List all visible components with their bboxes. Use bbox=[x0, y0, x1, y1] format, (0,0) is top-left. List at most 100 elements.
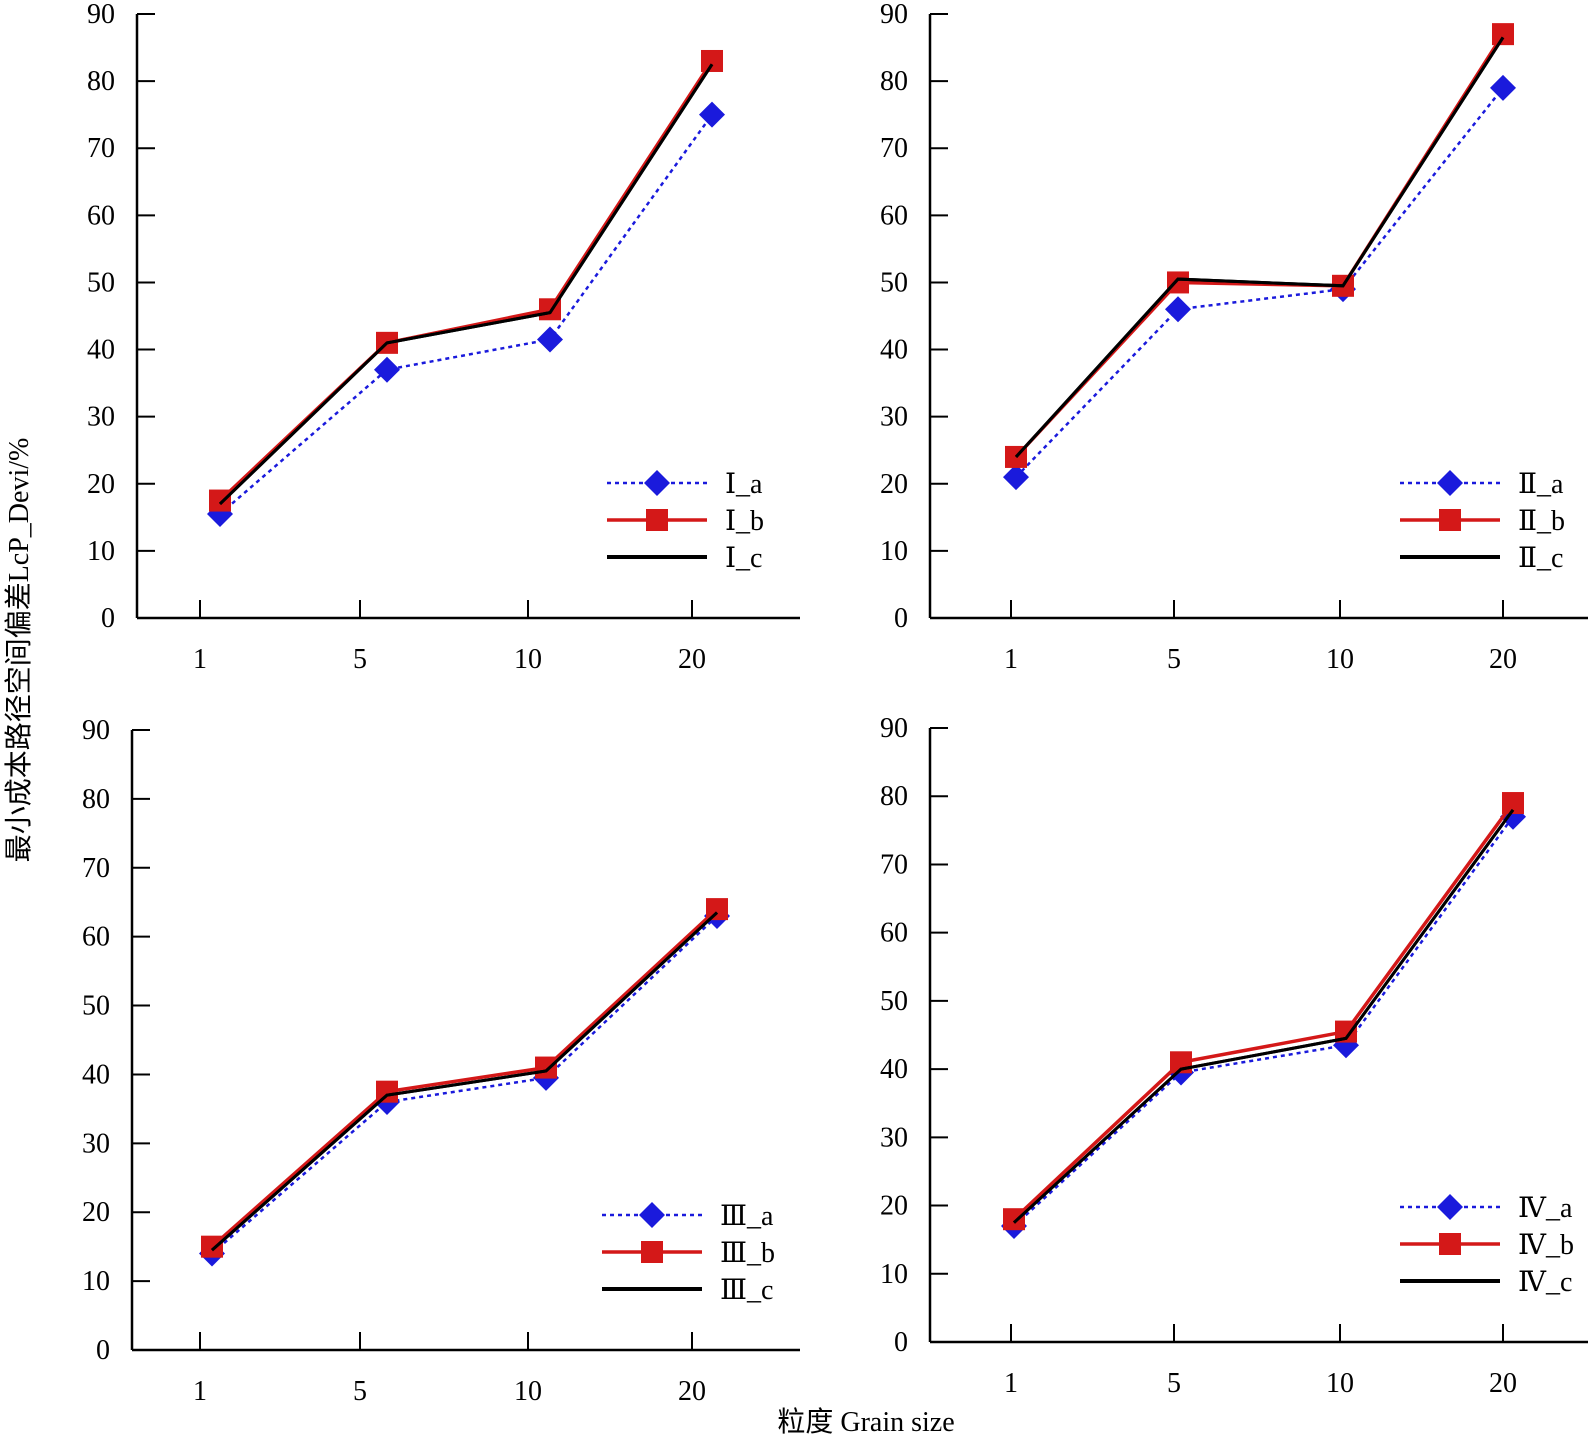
series-line-diamond bbox=[211, 915, 718, 1255]
x-tick-label: 10 bbox=[514, 644, 542, 675]
legend-marker-diamond bbox=[1437, 470, 1463, 496]
y-tick-label: 30 bbox=[82, 1128, 110, 1159]
legend-item: Ⅱ_a bbox=[1400, 469, 1564, 500]
y-tick-label: 70 bbox=[87, 133, 115, 164]
legend-label: Ⅰ_a bbox=[725, 469, 763, 500]
panel-bottom-right: 0 10 20 30 40 50 60 70 80 90 1 5 10 20 Ⅳ_a Ⅳ_b Ⅳ_c bbox=[880, 713, 1588, 1399]
x-tick-label: 20 bbox=[1489, 644, 1517, 675]
y-tick-label: 20 bbox=[82, 1197, 110, 1228]
x-tick-label: 20 bbox=[678, 1376, 706, 1407]
y-tick-label: 40 bbox=[87, 335, 115, 366]
x-tick-label: 20 bbox=[1489, 1368, 1517, 1399]
y-tick-label: 80 bbox=[82, 784, 110, 815]
data-point-square bbox=[1492, 23, 1514, 46]
legend-label: Ⅱ_c bbox=[1518, 543, 1563, 574]
legend-marker-square bbox=[1439, 1233, 1461, 1255]
legend-item: Ⅱ_c bbox=[1400, 543, 1563, 574]
x-tick-label: 5 bbox=[1167, 1368, 1181, 1399]
legend-marker-diamond bbox=[639, 1202, 665, 1228]
legend-label: Ⅰ_b bbox=[725, 506, 764, 537]
y-tick-label: 60 bbox=[87, 200, 115, 231]
y-tick-label: 70 bbox=[880, 849, 908, 880]
series-line-c-overlay bbox=[1014, 36, 1505, 458]
y-tick-label: 90 bbox=[880, 0, 908, 30]
y-tick-label: 30 bbox=[880, 1122, 908, 1153]
y-tick-label: 0 bbox=[894, 603, 908, 634]
y-tick-label: 10 bbox=[82, 1266, 110, 1297]
y-tick-label: 80 bbox=[880, 781, 908, 812]
y-tick-label: 30 bbox=[87, 402, 115, 433]
series-line-c-overlay bbox=[1012, 808, 1515, 1224]
data-point-square bbox=[1003, 1208, 1025, 1231]
data-point-diamond bbox=[537, 326, 563, 353]
legend-label: Ⅳ_a bbox=[1518, 1193, 1573, 1224]
legend-item: Ⅳ_a bbox=[1400, 1193, 1573, 1224]
legend-label: Ⅲ_b bbox=[720, 1238, 775, 1269]
y-tick-label: 0 bbox=[96, 1335, 110, 1366]
series-line-none bbox=[218, 63, 714, 505]
y-tick-label: 40 bbox=[880, 335, 908, 366]
y-tick-label: 60 bbox=[82, 922, 110, 953]
y-tick-label: 80 bbox=[880, 66, 908, 97]
data-point-diamond bbox=[1003, 464, 1029, 491]
y-tick-label: 60 bbox=[880, 200, 908, 231]
data-point-square bbox=[1502, 792, 1524, 815]
legend-marker-square bbox=[641, 1241, 663, 1263]
legend-marker-square bbox=[1439, 509, 1461, 531]
y-axis-title: 最小成本路径空间偏差LcP_Devi/% bbox=[3, 438, 35, 863]
legend-label: Ⅲ_c bbox=[720, 1275, 773, 1306]
x-tick-label: 1 bbox=[193, 644, 207, 675]
panel-top-right: 0 10 20 30 40 50 60 70 80 90 1 5 10 20 Ⅱ_a Ⅱ_b Ⅱ_c bbox=[880, 0, 1588, 675]
series-line-c-overlay bbox=[218, 63, 714, 505]
legend-item: Ⅰ_b bbox=[607, 506, 764, 537]
y-tick-label: 60 bbox=[880, 918, 908, 949]
data-point-square bbox=[1335, 1020, 1357, 1043]
series-line-c-overlay bbox=[211, 911, 719, 1252]
y-tick-label: 0 bbox=[101, 603, 115, 634]
y-tick-label: 30 bbox=[880, 402, 908, 433]
y-tick-label: 90 bbox=[82, 715, 110, 746]
series-line-diamond bbox=[1013, 815, 1515, 1227]
x-tick-label: 1 bbox=[1004, 1368, 1018, 1399]
y-tick-label: 90 bbox=[880, 713, 908, 744]
y-tick-label: 70 bbox=[880, 133, 908, 164]
legend-label: Ⅱ_a bbox=[1518, 469, 1564, 500]
y-tick-label: 0 bbox=[894, 1327, 908, 1358]
legend-item: Ⅰ_c bbox=[607, 543, 763, 574]
x-tick-label: 5 bbox=[1167, 644, 1181, 675]
data-point-square bbox=[535, 1056, 557, 1079]
legend-item: Ⅲ_a bbox=[602, 1201, 774, 1232]
panel-top-left: 0 10 20 30 40 50 60 70 80 90 1 5 10 20 Ⅰ_a Ⅰ_b Ⅰ_c bbox=[87, 0, 800, 675]
legend-label: Ⅲ_a bbox=[720, 1201, 774, 1232]
legend-item: Ⅱ_b bbox=[1400, 506, 1565, 537]
legend-label: Ⅰ_c bbox=[725, 543, 763, 574]
data-point-square bbox=[706, 898, 728, 921]
legend-label: Ⅳ_b bbox=[1518, 1230, 1574, 1261]
y-tick-label: 40 bbox=[880, 1054, 908, 1085]
y-tick-label: 50 bbox=[87, 267, 115, 298]
x-tick-label: 10 bbox=[1326, 644, 1354, 675]
y-tick-label: 50 bbox=[880, 267, 908, 298]
y-tick-label: 40 bbox=[82, 1059, 110, 1090]
legend-item: Ⅳ_b bbox=[1400, 1230, 1574, 1261]
x-tick-label: 20 bbox=[678, 644, 706, 675]
y-tick-label: 90 bbox=[87, 0, 115, 30]
data-point-square bbox=[701, 49, 723, 72]
series-line-square bbox=[210, 907, 719, 1248]
y-tick-label: 50 bbox=[880, 986, 908, 1017]
y-tick-label: 10 bbox=[880, 1259, 908, 1290]
x-tick-label: 10 bbox=[514, 1376, 542, 1407]
legend-item: Ⅳ_c bbox=[1400, 1267, 1572, 1298]
y-tick-label: 10 bbox=[87, 536, 115, 567]
series-line-square bbox=[1012, 802, 1515, 1221]
legend-item: Ⅰ_a bbox=[607, 469, 763, 500]
data-point-diamond bbox=[699, 101, 725, 128]
data-point-square bbox=[201, 1235, 223, 1258]
legend-marker-diamond bbox=[644, 470, 670, 496]
y-tick-label: 20 bbox=[87, 469, 115, 500]
legend-marker-square bbox=[646, 509, 668, 531]
data-point-square bbox=[209, 489, 231, 512]
y-tick-label: 10 bbox=[880, 536, 908, 567]
y-tick-label: 20 bbox=[880, 1191, 908, 1222]
